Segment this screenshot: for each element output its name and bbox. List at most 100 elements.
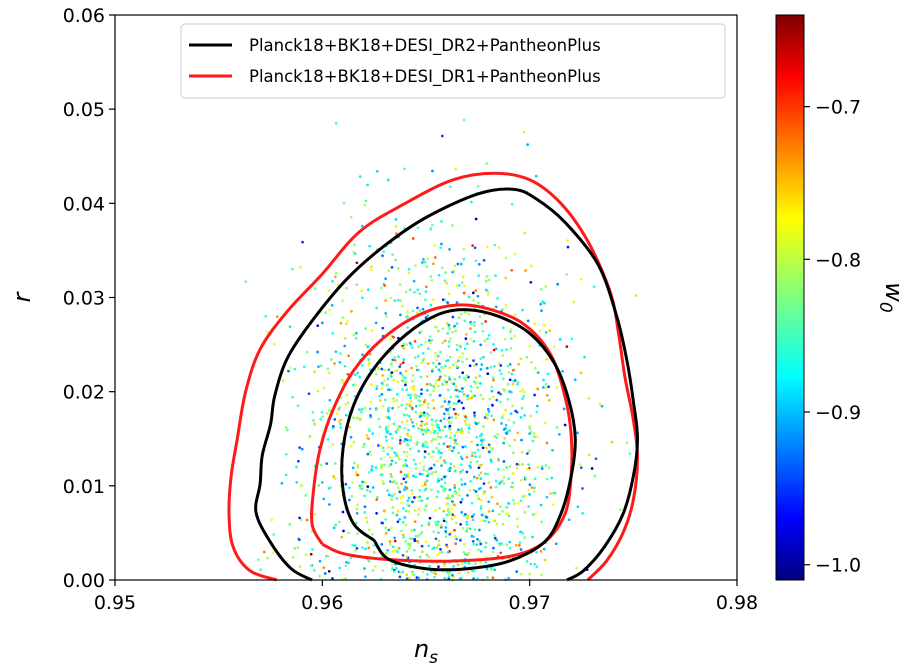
sample-point — [488, 397, 492, 401]
sample-point — [548, 329, 552, 333]
sample-point — [509, 412, 513, 415]
sample-point — [472, 324, 476, 327]
sample-point — [401, 374, 405, 377]
sample-point — [436, 477, 440, 481]
sample-point — [491, 509, 495, 513]
sample-point — [447, 469, 450, 472]
sample-point — [411, 572, 414, 576]
sample-point — [447, 345, 451, 348]
sample-point — [367, 546, 371, 550]
sample-point — [356, 473, 360, 477]
sample-point — [460, 478, 463, 481]
sample-point — [378, 473, 382, 476]
sample-point — [380, 367, 384, 371]
sample-point — [396, 520, 400, 524]
sample-point — [257, 558, 260, 562]
sample-point — [455, 431, 458, 434]
sample-point — [515, 570, 519, 573]
sample-point — [496, 432, 500, 436]
sample-point — [512, 502, 516, 506]
sample-point — [406, 310, 409, 314]
sample-point — [512, 498, 515, 502]
sample-point — [625, 441, 629, 445]
sample-point — [524, 269, 527, 272]
sample-point — [461, 430, 465, 433]
sample-point — [360, 484, 364, 488]
sample-point — [389, 337, 393, 341]
sample-point — [482, 355, 485, 359]
sample-point — [482, 258, 486, 262]
sample-point — [333, 477, 337, 480]
sample-point — [517, 501, 520, 505]
sample-point — [375, 387, 379, 390]
sample-point — [386, 377, 390, 381]
sample-point — [367, 528, 371, 532]
sample-point — [298, 565, 302, 568]
sample-point — [355, 546, 359, 550]
sample-point — [398, 365, 402, 369]
sample-point — [408, 544, 412, 548]
sample-point — [429, 488, 433, 492]
sample-point — [297, 459, 300, 463]
sample-point — [411, 421, 414, 424]
sample-point — [565, 273, 568, 276]
sample-point — [500, 422, 503, 425]
sample-point — [398, 517, 402, 521]
sample-point — [400, 403, 404, 407]
sample-point — [519, 416, 523, 419]
sample-point — [463, 376, 466, 380]
sample-point — [383, 398, 387, 402]
sample-point — [389, 388, 393, 392]
sample-point — [448, 406, 452, 409]
sample-point — [395, 482, 399, 485]
sample-point — [449, 462, 453, 466]
sample-point — [462, 257, 466, 261]
sample-point — [427, 452, 431, 456]
sample-point — [272, 533, 276, 536]
sample-point — [389, 473, 393, 476]
sample-point — [416, 534, 420, 538]
sample-point — [417, 507, 421, 511]
sample-point — [610, 440, 614, 444]
sample-point — [594, 457, 598, 461]
sample-point — [541, 300, 545, 304]
sample-point — [437, 565, 440, 569]
colorbar — [775, 14, 805, 581]
sample-point — [462, 550, 466, 554]
sample-point — [309, 564, 313, 568]
sample-point — [499, 400, 502, 404]
sample-point — [515, 466, 519, 470]
sample-point — [374, 408, 378, 412]
sample-point — [509, 330, 512, 334]
colorbar-ticks: −0.7 −0.8 −0.9 −1.0 — [804, 97, 861, 577]
sample-point — [543, 558, 547, 562]
sample-point — [543, 324, 547, 327]
sample-point — [299, 518, 303, 522]
sample-point — [438, 428, 442, 432]
sample-point — [291, 556, 295, 559]
sample-point — [447, 513, 450, 516]
sample-point — [420, 361, 424, 364]
sample-point — [475, 476, 479, 480]
sample-point — [399, 470, 403, 474]
sample-point — [467, 427, 471, 431]
sample-point — [284, 452, 288, 456]
sample-point — [475, 386, 479, 389]
sample-point — [380, 465, 383, 468]
sample-point — [479, 486, 483, 490]
sample-point — [393, 549, 397, 552]
sample-point — [476, 443, 479, 447]
sample-point — [467, 430, 471, 434]
sample-point — [466, 494, 469, 497]
sample-point — [393, 299, 397, 302]
sample-point — [426, 402, 430, 406]
sample-point — [449, 530, 453, 534]
sample-point — [367, 471, 371, 474]
sample-point — [273, 342, 276, 346]
sample-point — [388, 542, 392, 546]
sample-point — [472, 577, 475, 580]
sample-point — [562, 407, 566, 411]
sample-point — [444, 271, 447, 274]
sample-point — [528, 493, 531, 496]
sample-point — [345, 286, 348, 290]
